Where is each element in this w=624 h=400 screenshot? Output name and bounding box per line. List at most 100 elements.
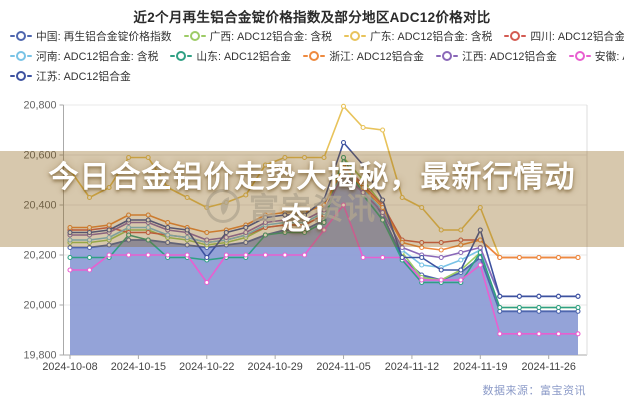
x-axis-label: 2024-10-15 — [111, 361, 166, 373]
data-point-marker — [262, 219, 268, 226]
legend-line-marker-icon — [568, 51, 591, 61]
data-point-marker — [516, 293, 522, 299]
data-point-marker — [282, 217, 288, 223]
legend-label: 广西: ADC12铝合金: 含税 — [209, 31, 332, 43]
data-point-marker — [438, 254, 444, 261]
x-axis-label: 2024-11-05 — [316, 361, 370, 373]
legend-item[interactable]: 四川: ADC12铝合金 — [504, 28, 624, 44]
data-point-marker — [86, 194, 93, 201]
data-point-marker — [536, 304, 542, 311]
data-point-marker — [458, 237, 464, 243]
data-point-marker — [458, 267, 464, 273]
data-point-marker — [86, 244, 93, 251]
data-point-marker — [282, 229, 288, 236]
data-point-marker — [419, 277, 425, 283]
data-point-marker — [516, 254, 522, 261]
data-point-marker — [555, 254, 562, 261]
data-point-marker — [340, 164, 347, 171]
x-axis-label: 2024-10-22 — [179, 361, 234, 373]
data-point-marker — [86, 237, 93, 243]
legend-item[interactable]: 河南: ADC12铝合金: 含税 — [10, 48, 158, 64]
data-point-marker — [67, 244, 73, 251]
legend-label: 浙江: ADC12铝合金 — [329, 51, 424, 63]
legend-line-marker-icon — [435, 51, 458, 61]
data-point-marker — [477, 262, 483, 268]
data-point-marker — [86, 254, 93, 261]
data-point-marker — [184, 227, 190, 233]
data-point-marker — [516, 304, 522, 311]
data-point-marker — [106, 242, 112, 248]
data-point-marker — [106, 252, 112, 258]
data-point-marker — [360, 189, 366, 196]
data-point-marker — [360, 124, 366, 131]
data-point-marker — [438, 267, 444, 273]
data-point-marker — [262, 214, 268, 221]
headline-line-1: 今日合金铝价走势大揭秘，最新行情动 — [48, 161, 576, 194]
data-point-marker — [340, 172, 347, 178]
data-point-marker — [438, 227, 444, 233]
y-axis-label: 19,800 — [23, 350, 56, 362]
data-point-marker — [497, 254, 503, 261]
data-point-marker — [301, 212, 308, 218]
y-axis-label: 20,400 — [23, 200, 56, 212]
data-point-marker — [360, 162, 366, 168]
y-axis-label: 20,000 — [23, 300, 56, 312]
data-point-marker — [243, 192, 249, 198]
data-point-marker — [184, 242, 190, 248]
legend-item[interactable]: 中国: 再生铝合金锭价格指数 — [10, 28, 172, 44]
data-point-marker — [360, 177, 366, 183]
data-point-marker — [223, 234, 229, 241]
data-point-marker — [458, 277, 464, 283]
data-point-marker — [321, 219, 327, 226]
data-point-marker — [223, 229, 229, 236]
data-point-marker — [243, 252, 249, 258]
data-point-marker — [165, 224, 171, 231]
data-point-marker — [145, 212, 151, 218]
data-point-marker — [243, 229, 249, 236]
legend-item[interactable]: 江西: ADC12铝合金 — [435, 48, 557, 64]
data-point-marker — [340, 103, 347, 109]
data-point-marker — [380, 127, 386, 133]
legend-item[interactable]: 江苏: ADC12铝合金 — [10, 68, 131, 84]
legend-item[interactable]: 安徽: ADC12铝合金: 含税 — [568, 48, 624, 64]
data-point-marker — [458, 242, 464, 248]
legend-label: 安徽: ADC12铝合金: 含税 — [594, 51, 624, 63]
data-point-marker — [262, 162, 268, 168]
data-point-marker — [555, 331, 562, 337]
legend-line-marker-icon — [183, 31, 206, 41]
legend-item[interactable]: 广东: ADC12铝合金: 含税 — [343, 28, 492, 44]
data-point-marker — [145, 217, 151, 223]
data-point-marker — [165, 239, 171, 246]
data-point-marker — [301, 252, 308, 258]
data-point-marker — [321, 197, 327, 203]
data-point-marker — [575, 331, 581, 337]
data-point-marker — [438, 277, 444, 283]
data-point-marker — [67, 224, 73, 231]
data-point-marker — [477, 244, 483, 251]
data-point-marker — [536, 293, 542, 299]
data-point-marker — [419, 204, 425, 211]
data-source-label: 数据来源：富宝资讯 — [482, 385, 586, 397]
data-point-marker — [282, 212, 288, 218]
legend-item[interactable]: 广西: ADC12铝合金: 含税 — [183, 28, 332, 44]
data-point-marker — [419, 262, 425, 268]
data-point-marker — [126, 252, 132, 258]
data-point-marker — [106, 184, 112, 191]
data-point-marker — [497, 304, 503, 311]
legend-item[interactable]: 浙江: ADC12铝合金 — [303, 48, 424, 64]
x-axis-label: 2024-10-29 — [248, 361, 303, 373]
data-point-marker — [438, 239, 444, 246]
data-point-marker — [145, 154, 151, 161]
legend-item[interactable]: 山东: ADC12铝合金 — [170, 48, 291, 64]
y-axis-label: 20,800 — [23, 100, 56, 112]
data-point-marker — [380, 217, 386, 223]
data-point-marker — [204, 229, 210, 236]
data-point-marker — [165, 219, 171, 226]
data-point-marker — [126, 232, 132, 238]
x-axis-label: 2024-11-19 — [453, 361, 507, 373]
data-point-marker — [399, 254, 405, 261]
data-point-marker — [145, 252, 151, 258]
data-point-marker — [204, 279, 210, 286]
data-point-marker — [126, 224, 132, 231]
